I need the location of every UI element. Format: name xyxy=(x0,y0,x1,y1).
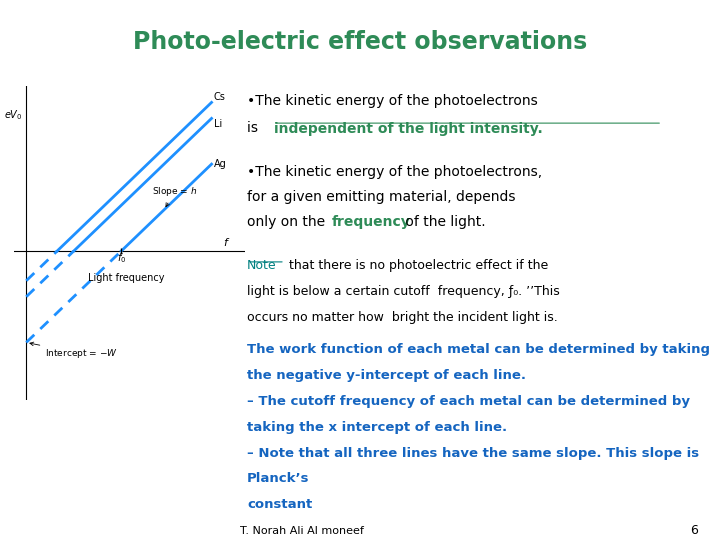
Text: Photo-electric effect observations: Photo-electric effect observations xyxy=(133,30,587,53)
Text: independent of the light intensity.: independent of the light intensity. xyxy=(274,122,543,136)
Text: T. Norah Ali Al moneef: T. Norah Ali Al moneef xyxy=(240,525,364,536)
Text: frequency: frequency xyxy=(332,215,410,230)
Text: the negative y-intercept of each line.: the negative y-intercept of each line. xyxy=(247,369,526,382)
Text: – The cutoff frequency of each metal can be determined by: – The cutoff frequency of each metal can… xyxy=(247,395,690,408)
Text: $eV_0$: $eV_0$ xyxy=(4,109,23,122)
Text: $f_0$: $f_0$ xyxy=(117,251,126,265)
Text: Note: Note xyxy=(247,259,277,272)
Text: Slope = $h$: Slope = $h$ xyxy=(152,185,197,207)
Text: Cs: Cs xyxy=(214,92,226,102)
Text: for a given emitting material, depends: for a given emitting material, depends xyxy=(247,190,516,204)
Text: Planck’s: Planck’s xyxy=(247,472,310,485)
Text: $f$: $f$ xyxy=(223,237,230,248)
Text: light is below a certain cutoff  frequency, ƒ₀. ’’This: light is below a certain cutoff frequenc… xyxy=(247,285,560,298)
Text: that there is no photoelectric effect if the: that there is no photoelectric effect if… xyxy=(285,259,548,272)
Text: taking the x intercept of each line.: taking the x intercept of each line. xyxy=(247,421,508,434)
Text: of the light.: of the light. xyxy=(400,215,485,230)
Text: •The kinetic energy of the photoelectrons,: •The kinetic energy of the photoelectron… xyxy=(247,165,542,179)
Text: constant: constant xyxy=(247,498,312,511)
Text: Intercept = $-W$: Intercept = $-W$ xyxy=(30,342,118,360)
Text: •The kinetic energy of the photoelectrons: •The kinetic energy of the photoelectron… xyxy=(247,94,538,109)
Text: occurs no matter how  bright the incident light is.: occurs no matter how bright the incident… xyxy=(247,311,558,324)
Text: Ag: Ag xyxy=(214,159,227,169)
Text: Light frequency: Light frequency xyxy=(88,273,164,283)
Text: only on the: only on the xyxy=(247,215,330,230)
Text: The work function of each metal can be determined by taking: The work function of each metal can be d… xyxy=(247,343,710,356)
Text: is: is xyxy=(247,122,263,136)
Text: 6: 6 xyxy=(690,523,698,537)
Text: – Note that all three lines have the same slope. This slope is: – Note that all three lines have the sam… xyxy=(247,447,699,460)
Text: Li: Li xyxy=(214,119,222,129)
